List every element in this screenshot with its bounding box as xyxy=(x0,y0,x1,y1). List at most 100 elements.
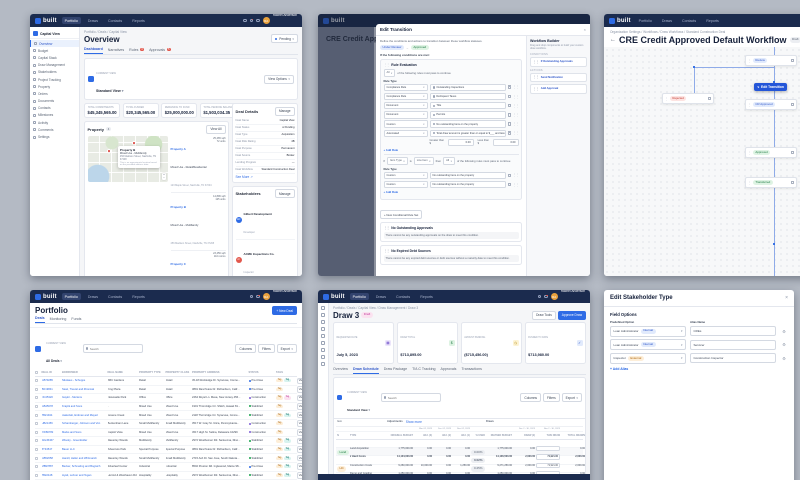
show-more-link[interactable]: Show more xyxy=(405,420,422,424)
view-button[interactable]: View xyxy=(296,386,302,393)
see-more-link[interactable]: See More ↗ xyxy=(235,175,253,179)
deal-id-link[interactable]: MB97887 xyxy=(41,465,54,469)
table-row[interactable]: GB79285 Nikolaus - Schuppe ABC Gardens R… xyxy=(35,377,302,386)
nav-item[interactable]: Contacts xyxy=(108,18,123,23)
table-row[interactable]: MB97887 Becker, Schmeling and Bogisich S… xyxy=(35,463,302,472)
borrower-link[interactable]: Hamill, Heller and Whitmarsh xyxy=(62,456,97,460)
row-checkbox[interactable] xyxy=(35,396,38,400)
new-conditional-rule-set-button[interactable]: + New Conditional Rule Set xyxy=(380,210,423,220)
view-button[interactable]: View xyxy=(296,429,302,436)
amount-input[interactable]: 0.00 xyxy=(447,138,474,146)
sidebar-item[interactable]: Comments xyxy=(30,126,79,133)
add-alias-link[interactable]: + Add Alias xyxy=(610,366,629,371)
this-draw-input[interactable]: 71,921.00 xyxy=(536,462,560,468)
property-list-item[interactable]: Property B Mixed Use - Multifamily 456 Mad… xyxy=(170,193,226,252)
sidebar-item[interactable]: Property xyxy=(30,83,79,90)
drag-handle-icon[interactable]: ⋮ xyxy=(748,102,751,107)
view-options-button[interactable]: View Options ▾ xyxy=(264,74,294,84)
sidebar-item[interactable]: Milestones xyxy=(30,112,79,119)
zoom-in-button[interactable]: + xyxy=(163,171,165,176)
edge-handle[interactable] xyxy=(773,243,776,246)
zoom-out-button[interactable]: − xyxy=(163,175,165,180)
sidebar-item[interactable]: Documents xyxy=(30,98,79,105)
borrower-link[interactable]: Schamberger, Johnson and Von xyxy=(62,422,101,426)
tab[interactable]: Approvals xyxy=(440,367,457,371)
drag-handle-icon[interactable]: ⋮ xyxy=(665,96,668,101)
row-checkbox[interactable] xyxy=(35,413,38,417)
sidebar-item[interactable]: Overview xyxy=(30,40,79,48)
rule-value-input[interactable]: Total draw amount is greater than or equ… xyxy=(429,129,506,137)
deal-id-link[interactable]: GB45678 xyxy=(41,405,53,409)
predefined-option-select[interactable]: Inspector External ▾ xyxy=(610,352,686,365)
this-draw-input[interactable] xyxy=(536,445,560,452)
row-checkbox[interactable] xyxy=(35,405,38,409)
nav-item[interactable]: Contacts xyxy=(682,18,697,23)
trash-icon[interactable] xyxy=(507,94,511,99)
predefined-option-select[interactable]: Loan Administrator Internal ▾ xyxy=(610,339,686,351)
tab[interactable]: Deals xyxy=(35,315,45,323)
row-checkbox[interactable] xyxy=(35,387,38,391)
row-checkbox[interactable] xyxy=(35,379,38,383)
trash-icon[interactable] xyxy=(791,180,794,185)
trash-icon[interactable] xyxy=(507,182,511,187)
capital-stack-icon[interactable] xyxy=(321,320,325,324)
view-button[interactable]: View xyxy=(296,420,302,428)
back-icon[interactable]: ← xyxy=(610,37,616,43)
view-button[interactable]: View xyxy=(296,463,302,471)
table-row[interactable]: GB45678 Krajcik and Sons - Mixed Use Mix… xyxy=(35,403,302,412)
budget-line-row[interactable]: HC Construction Costs 9,260,000.00 10,00… xyxy=(336,456,585,472)
tab[interactable]: Dashboard xyxy=(84,46,103,54)
borrower-link[interactable]: Wisoky - Greenfelder xyxy=(62,439,88,443)
nav-item[interactable]: Reports xyxy=(132,18,145,23)
trash-icon[interactable] xyxy=(507,122,511,126)
table-row[interactable]: BD19841 Steel, Treutel and Zboncak King … xyxy=(35,386,302,395)
builder-action-chip[interactable]: ⋮⋮ Add Approval xyxy=(530,83,587,94)
rule-value-input[interactable]: No outstanding liens on the property xyxy=(429,120,506,128)
deal-id-link[interactable]: GB79285 xyxy=(41,379,53,383)
trash-icon[interactable] xyxy=(791,102,794,107)
table-row[interactable]: WG45467 Wisoky - Greenfelder Waverley Wo… xyxy=(35,437,302,446)
filters-button[interactable]: Filters xyxy=(257,344,275,353)
view-select[interactable]: Current View All Deals ▾ xyxy=(46,341,66,363)
tab[interactable]: Draw Package xyxy=(383,367,408,371)
row-checkbox[interactable] xyxy=(35,473,38,477)
rule-type-select[interactable]: Document ▾ xyxy=(383,111,428,119)
tab[interactable]: Monitoring xyxy=(49,316,67,321)
amount-input[interactable]: 0.00 xyxy=(492,138,519,146)
property-list-item[interactable]: Property CHospitality - Hotel789 Main St… xyxy=(171,251,226,276)
table-row[interactable]: ZT34547 Bauer LLC Adventure Park Special… xyxy=(35,446,302,455)
sidebar-item[interactable]: Stakeholders xyxy=(30,69,79,76)
rule-value-input[interactable]: Title xyxy=(429,102,506,110)
rule-value-input[interactable]: No outstanding liens on the property xyxy=(429,171,506,180)
borrower-link[interactable]: Gaylor - Mertens xyxy=(62,396,83,400)
search-box[interactable] xyxy=(82,344,143,353)
rule-type-select[interactable]: Compliance Rule ▾ xyxy=(383,83,428,92)
search-box[interactable] xyxy=(380,393,441,402)
drag-handle-icon[interactable]: ⋮⋮ xyxy=(512,85,519,90)
search-icon[interactable] xyxy=(249,294,254,299)
workflow-node-approved[interactable]: ⋮ Approved xyxy=(745,147,797,158)
this-draw-input[interactable]: 71,921.00 xyxy=(536,454,560,460)
trash-icon[interactable] xyxy=(791,58,794,63)
edge-handle[interactable] xyxy=(773,81,776,84)
property-name[interactable]: Property C xyxy=(170,262,186,267)
breadcrumb[interactable]: Portfolio / Deals / Capital View xyxy=(84,30,127,34)
budget-line-row[interactable]: Land Land Acquisition 1,775,000.00 0.00 … xyxy=(336,440,585,455)
trash-icon[interactable] xyxy=(507,85,511,90)
deal-id-link[interactable]: BD19841 xyxy=(41,387,53,391)
drag-handle-icon[interactable]: ⋮ xyxy=(748,150,751,155)
trash-icon[interactable] xyxy=(507,112,511,117)
nav-item[interactable]: Contacts xyxy=(108,294,123,299)
rule-type-select[interactable]: Automated ▾ xyxy=(383,129,428,137)
rule-value-input[interactable]: Delinquent Taxes xyxy=(429,92,506,101)
sort-icon[interactable]: ⇅ xyxy=(337,433,340,437)
add-rule-link[interactable]: + Add Rule xyxy=(383,147,399,152)
deal-id-link[interactable]: WG45467 xyxy=(41,439,54,443)
all-select[interactable]: All ▾ xyxy=(443,156,455,165)
drag-handle-icon[interactable]: ⋮⋮ xyxy=(383,62,390,67)
borrower-link[interactable]: Becker, Schmeling and Bogisich xyxy=(62,465,101,469)
bell-icon[interactable] xyxy=(256,294,260,299)
property-name[interactable]: Property A xyxy=(170,146,186,151)
gear-icon[interactable]: ⚙ xyxy=(782,328,786,334)
nav-item[interactable]: Draws xyxy=(87,18,99,23)
